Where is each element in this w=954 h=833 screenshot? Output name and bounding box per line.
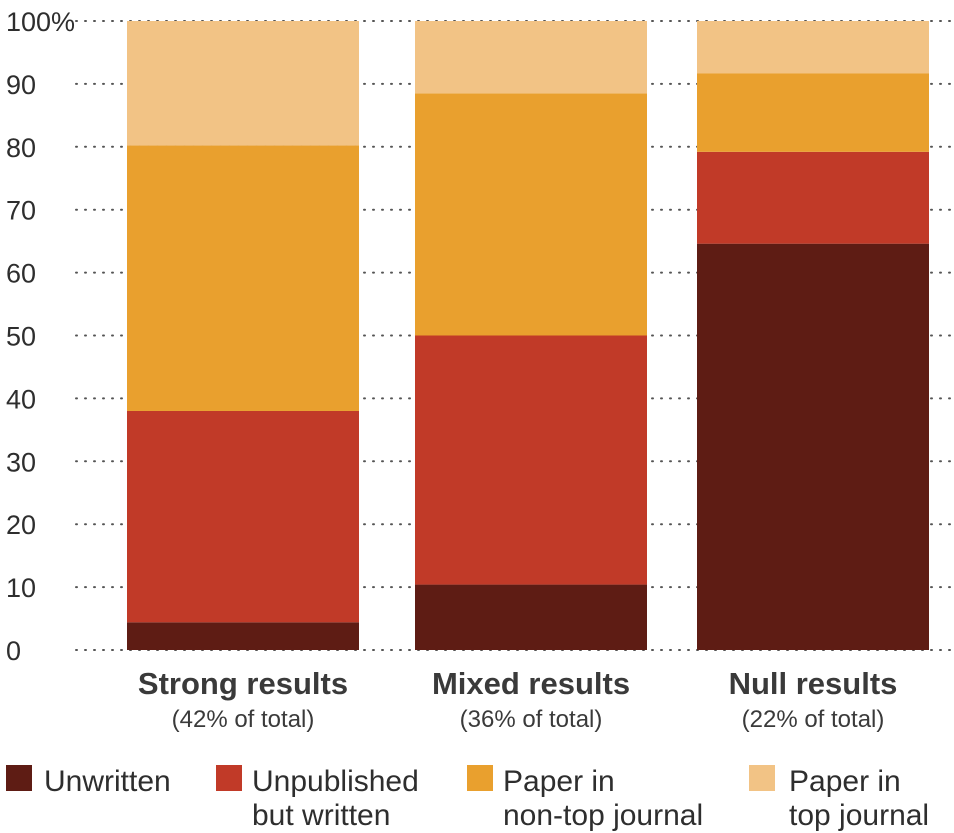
bar-segment xyxy=(415,21,647,94)
y-tick-label: 0 xyxy=(6,636,21,666)
legend-label: but written xyxy=(252,799,390,832)
legend-label: Unwritten xyxy=(44,765,171,798)
legend-swatch xyxy=(6,765,32,791)
bar-segment xyxy=(697,21,929,74)
y-tick-label: 90 xyxy=(6,70,36,100)
bar-segment xyxy=(127,410,359,623)
category-label: Strong results xyxy=(138,666,348,701)
legend-swatch xyxy=(467,765,493,791)
bar-segment xyxy=(415,93,647,336)
legend-label: Paper in xyxy=(503,765,615,798)
y-axis-ticks: 0 10 20 30 40 50 60 70 80 90 100% xyxy=(6,7,75,666)
bar-segment xyxy=(697,151,929,244)
bar-segment xyxy=(127,21,359,146)
y-tick-label: 30 xyxy=(6,447,36,477)
y-tick-label: 40 xyxy=(6,384,36,414)
bar-segment xyxy=(127,145,359,411)
y-tick-label: 60 xyxy=(6,259,36,289)
bar-segment xyxy=(415,335,647,585)
y-tick-label: 80 xyxy=(6,133,36,163)
legend-swatch xyxy=(216,765,242,791)
bars xyxy=(127,21,929,650)
legend-label: top journal xyxy=(789,799,929,832)
y-tick-label: 70 xyxy=(6,196,36,226)
category-sublabel: (22% of total) xyxy=(742,706,885,733)
legend-label: Paper in xyxy=(789,765,901,798)
category-sublabel: (42% of total) xyxy=(172,706,315,733)
y-tick-label: 100% xyxy=(6,7,75,37)
legend-label: non-top journal xyxy=(503,799,703,832)
bar-segment xyxy=(415,584,647,650)
y-tick-label: 20 xyxy=(6,510,36,540)
bar-segment xyxy=(697,243,929,650)
category-labels: Strong results (42% of total) Mixed result… xyxy=(138,666,897,733)
legend-label: Unpublished xyxy=(252,765,419,798)
bar-segment xyxy=(697,73,929,152)
bar-segment xyxy=(127,622,359,650)
category-label: Mixed results xyxy=(432,666,630,701)
category-label: Null results xyxy=(729,666,898,701)
y-tick-label: 50 xyxy=(6,322,36,352)
legend-swatch xyxy=(749,765,775,791)
category-sublabel: (36% of total) xyxy=(460,706,603,733)
y-tick-label: 10 xyxy=(6,573,36,603)
